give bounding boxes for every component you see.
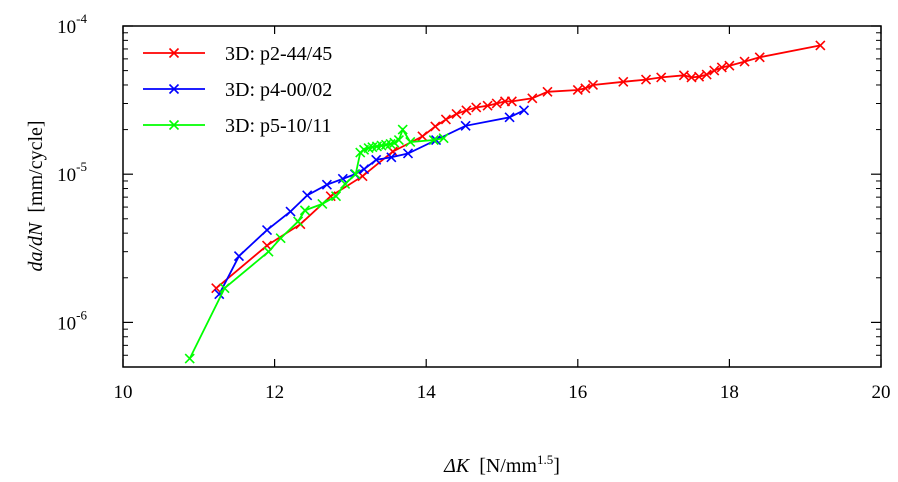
- axes-layer: 10 12 14 16 18 20 10-6 10-5 10-4: [57, 11, 890, 403]
- data-point: [330, 191, 342, 202]
- y-axis-label: da/dN[mm/cycle]: [25, 120, 47, 271]
- data-point: [337, 173, 348, 184]
- data-point: [211, 283, 222, 294]
- data-point: [417, 131, 428, 142]
- data-point: [572, 84, 583, 96]
- data-point: [440, 114, 451, 125]
- data-point: [701, 69, 712, 80]
- data-point: [640, 74, 652, 85]
- legend-marker: [168, 47, 180, 59]
- data-point: [518, 105, 530, 116]
- x-tick-label: 10: [114, 382, 133, 403]
- data-point: [184, 353, 195, 364]
- data-point: [317, 198, 328, 209]
- data-point: [542, 86, 553, 97]
- data-point: [754, 52, 765, 63]
- data-point: [460, 120, 471, 131]
- y-tick-label: 10-4: [57, 11, 87, 38]
- data-point: [491, 98, 502, 109]
- data-point: [263, 246, 274, 257]
- data-point: [299, 205, 310, 216]
- data-point: [471, 102, 482, 113]
- x-tick-label: 16: [568, 382, 587, 403]
- data-point: [321, 179, 332, 190]
- legend-label: 3D: p2-44/45: [225, 43, 332, 65]
- data-point: [397, 124, 408, 135]
- data-point: [739, 56, 750, 67]
- data-point: [285, 206, 296, 217]
- data-point: [451, 108, 462, 120]
- y-tick-label: 10-5: [57, 159, 87, 186]
- legend-item: 3D: p4-00/02: [143, 79, 332, 101]
- data-point: [405, 136, 416, 148]
- legend-item: 3D: p5-10/11: [143, 115, 331, 137]
- legend: 3D: p2-44/45 3D: p4-00/02 3D: p5-10/11: [143, 43, 332, 137]
- x-tick-label: 14: [417, 382, 437, 403]
- data-point: [724, 60, 735, 71]
- data-point: [506, 96, 517, 107]
- data-point: [233, 251, 245, 262]
- data-point: [694, 71, 705, 82]
- data-point: [302, 190, 313, 201]
- data-point: [393, 134, 404, 146]
- data-point: [482, 100, 493, 111]
- data-point: [261, 240, 273, 251]
- x-tick-label: 18: [720, 382, 739, 403]
- data-point: [363, 143, 374, 154]
- legend-item: 3D: p2-44/45: [143, 43, 332, 65]
- legend-label: 3D: p5-10/11: [225, 115, 331, 137]
- plot-area: [123, 26, 881, 367]
- legend-marker: [168, 119, 180, 131]
- plot-frame: [122, 25, 882, 368]
- series-layer: [184, 40, 826, 364]
- data-point: [389, 137, 400, 148]
- data-point: [293, 216, 304, 227]
- data-point: [428, 134, 439, 146]
- x-tick-label: 20: [872, 382, 891, 403]
- data-point: [580, 83, 591, 94]
- data-point: [275, 233, 286, 244]
- data-point: [461, 105, 472, 116]
- series-3: [184, 124, 449, 364]
- data-point: [438, 133, 449, 144]
- legend-marker: [168, 83, 180, 95]
- data-point: [678, 70, 689, 81]
- data-point: [618, 76, 629, 87]
- data-point: [402, 148, 414, 159]
- data-point: [815, 40, 826, 51]
- data-point: [371, 154, 382, 165]
- data-point: [386, 152, 397, 163]
- data-point: [430, 121, 441, 132]
- data-point: [709, 65, 720, 76]
- x-tick-label: 12: [265, 382, 284, 403]
- data-point: [261, 224, 273, 236]
- data-point: [716, 62, 727, 73]
- data-point: [504, 112, 515, 123]
- series-line: [218, 109, 525, 295]
- data-point: [340, 178, 351, 189]
- x-axis-label: ΔK [N/mm1.5]: [443, 452, 560, 477]
- legend-label: 3D: p4-00/02: [225, 79, 332, 101]
- y-tick-label: 10-6: [57, 307, 87, 334]
- data-point: [527, 93, 538, 104]
- data-point: [656, 72, 667, 83]
- data-point: [219, 283, 230, 294]
- data-point: [350, 169, 361, 180]
- data-point: [358, 164, 370, 175]
- data-point: [587, 79, 599, 91]
